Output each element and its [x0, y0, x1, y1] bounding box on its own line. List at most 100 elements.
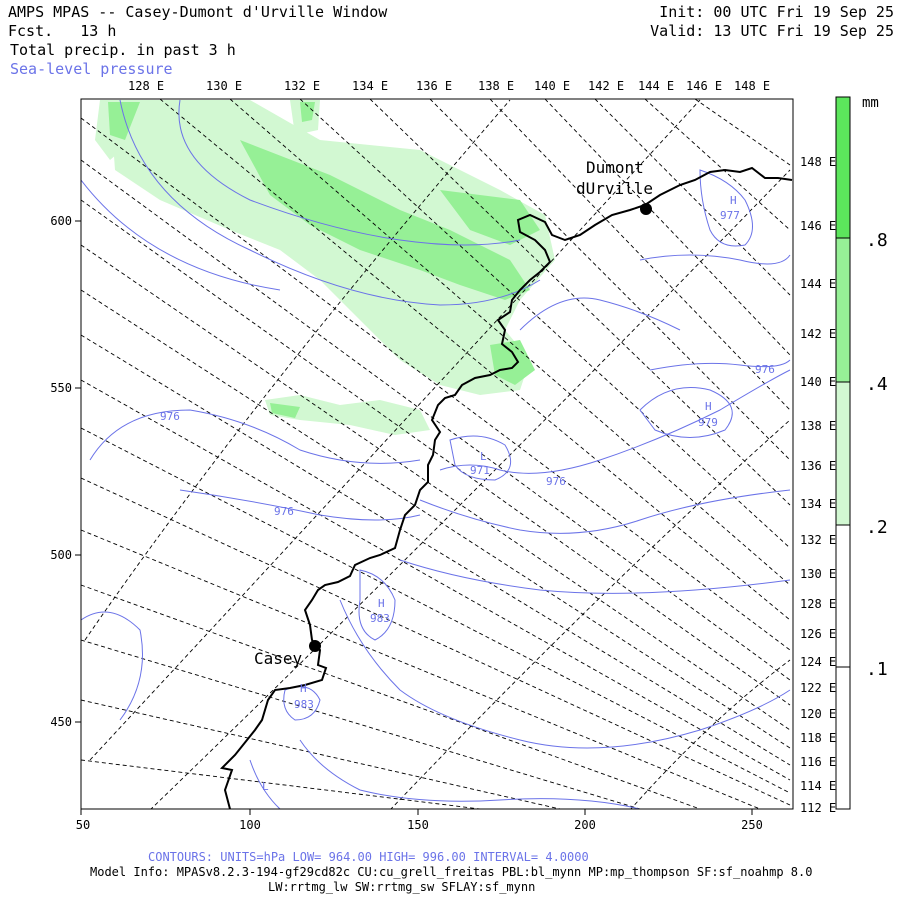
x-axis-ticks	[80, 809, 753, 815]
meridian	[159, 99, 791, 621]
pressure-label: 971	[470, 464, 490, 477]
graticule	[81, 99, 791, 809]
x-axis-label: 250	[741, 818, 763, 832]
right-lon-label: 136 E	[800, 459, 836, 473]
x-axis-label: 150	[407, 818, 429, 832]
legend-label: .8	[866, 230, 888, 251]
high-mark: H	[705, 400, 712, 413]
precip-mid-band	[440, 190, 540, 245]
right-lon-label: 120 E	[800, 707, 836, 721]
meridian	[81, 584, 701, 809]
pressure-label: 983	[294, 698, 314, 711]
precip-mid-patch	[270, 403, 300, 418]
legend-swatch-00	[836, 667, 850, 809]
top-lon-label: 138 E	[478, 79, 514, 93]
top-lon-labels: 128 E 130 E 132 E 134 E 136 E 138 E 140 …	[128, 79, 770, 93]
y-axis-label: 550	[50, 381, 72, 395]
isobar	[299, 739, 641, 809]
legend-label: .1	[866, 659, 888, 680]
meridian	[81, 639, 641, 809]
precip-light-patch	[205, 100, 240, 150]
init-time: Init: 00 UTC Fri 19 Sep 25	[659, 3, 894, 21]
isobar	[178, 99, 521, 246]
precip-mid-band	[490, 340, 535, 385]
isobar	[439, 369, 791, 474]
isobar	[639, 387, 733, 438]
meridian	[229, 99, 791, 586]
latitude-arc	[390, 419, 791, 809]
meridian	[81, 477, 791, 806]
right-lon-label: 122 E	[800, 681, 836, 695]
overlay-label: Sea-level pressure	[10, 60, 173, 78]
isobar	[449, 435, 512, 481]
low-mark: L	[262, 780, 269, 793]
right-lon-label: 128 E	[800, 597, 836, 611]
meridian	[489, 99, 791, 411]
right-lon-label: 126 E	[800, 627, 836, 641]
meridian	[81, 199, 791, 706]
coastline	[219, 166, 793, 809]
precip-mid-patch	[300, 102, 315, 122]
isobar	[283, 686, 321, 721]
x-axis-labels: 50 100 150 200 250	[76, 818, 763, 832]
right-lon-label: 116 E	[800, 755, 836, 769]
top-lon-label: 144 E	[638, 79, 674, 93]
top-lon-label: 134 E	[352, 79, 388, 93]
meridian	[81, 334, 791, 766]
y-axis-label: 450	[50, 715, 72, 729]
low-mark: L	[480, 450, 487, 463]
pressure-labels: 976 976 976 976 971 979 977 983 983 H H …	[160, 194, 775, 793]
top-lon-label: 142 E	[588, 79, 624, 93]
x-axis-label: 200	[574, 818, 596, 832]
latitude-arc	[84, 99, 511, 641]
latitude-arc	[630, 659, 791, 809]
isobar	[639, 254, 791, 265]
legend-unit: mm	[862, 95, 879, 111]
meridian	[81, 759, 481, 809]
right-lon-label: 140 E	[800, 375, 836, 389]
model-info: Model Info: MPASv8.2.3-194-gf29cd82c CU:…	[90, 865, 813, 879]
isobar	[81, 179, 281, 291]
map-frame	[80, 98, 794, 810]
meridian	[299, 99, 791, 549]
y-axis-label: 500	[50, 548, 72, 562]
right-lon-label: 144 E	[800, 277, 836, 291]
x-axis-label: 100	[239, 818, 261, 832]
legend-colorbar	[835, 96, 851, 810]
isobar	[249, 759, 281, 809]
map-area	[81, 99, 793, 809]
y-axis-labels: 600 550 500 450	[50, 214, 72, 729]
pressure-label: 976	[160, 410, 180, 423]
precip-light-patch	[265, 395, 430, 435]
isobar	[699, 169, 753, 247]
meridian	[81, 529, 761, 809]
precip-mid-patch	[108, 102, 140, 140]
legend-label: .2	[866, 517, 888, 538]
pressure-contours	[81, 99, 791, 809]
precip-light-band	[110, 100, 555, 395]
latitude-arc	[89, 99, 701, 761]
top-lon-label: 146 E	[686, 79, 722, 93]
meridian	[694, 99, 791, 166]
legend-swatch-04	[836, 238, 850, 382]
right-lon-label: 142 E	[800, 327, 836, 341]
legend-swatch-02	[836, 382, 850, 525]
isobar	[519, 297, 681, 331]
y-axis-label: 600	[50, 214, 72, 228]
pressure-label: 977	[720, 209, 740, 222]
field-label: Total precip. in past 3 h	[10, 41, 236, 59]
model-info-line2: LW:rrtmg_lw SW:rrtmg_sw SFLAY:sf_mynn	[268, 880, 536, 894]
right-lon-label: 132 E	[800, 533, 836, 547]
forecast-label-text: Fcst.	[8, 22, 54, 40]
isobar	[399, 559, 791, 594]
right-lon-label: 112 E	[800, 801, 836, 815]
isobar	[358, 569, 396, 641]
forecast-hours: 13 h	[80, 22, 117, 40]
meridian	[81, 244, 791, 731]
isobar	[179, 489, 421, 521]
legend-swatch-08	[836, 97, 850, 238]
right-lon-label: 114 E	[800, 779, 836, 793]
meridian	[81, 117, 791, 651]
meridian	[81, 379, 791, 781]
